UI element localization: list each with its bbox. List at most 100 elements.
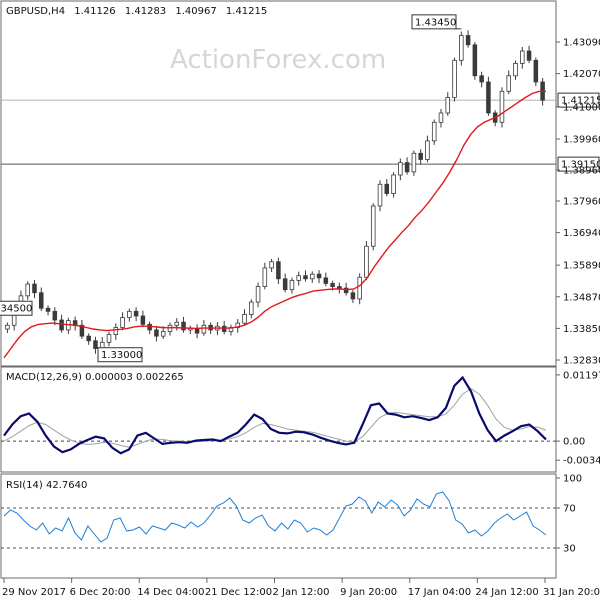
candle-body	[303, 275, 308, 280]
time-tick-label: 2 Jan 12:00	[273, 587, 330, 598]
macd-axis-ticks: 0.011977 0.00 -0.003453	[556, 370, 600, 467]
rsi-label: RSI(14) 42.7640	[6, 480, 87, 491]
candle-body	[276, 261, 281, 280]
time-tick-label: 31 Jan 20:00	[543, 587, 600, 598]
candle-body	[38, 292, 44, 309]
candle-body	[486, 81, 491, 114]
candle-body	[127, 310, 132, 318]
candle-body	[282, 278, 288, 291]
candle-body	[384, 183, 390, 194]
price-level-box	[557, 92, 600, 108]
price-tick-label: 1.34870	[563, 292, 600, 303]
candle-body	[289, 279, 295, 291]
candle-body	[140, 315, 146, 325]
macd-tick-label: -0.003453	[563, 456, 600, 467]
macd-label: MACD(12,26,9) 0.000003 0.002265	[6, 372, 184, 383]
candle-body	[445, 97, 451, 114]
price-header: GBPUSD,H4 1.41126 1.41283 1.40967 1.4121…	[6, 6, 267, 17]
time-tick-label: 24 Jan 12:00	[475, 587, 538, 598]
candle-body	[45, 307, 51, 312]
candle-body	[255, 286, 261, 303]
candle-body	[499, 90, 505, 123]
price-axis-ticks: 1.43090 1.42070 1.41000 1.39960 1.38960 1.379…	[556, 38, 600, 367]
rsi-line	[3, 491, 547, 543]
annotation-box	[411, 14, 457, 30]
rsi-tick-label: 30	[563, 544, 576, 555]
candle-body	[25, 283, 30, 297]
macd-tick-label: 0.011977	[563, 370, 600, 381]
candle-body	[398, 162, 403, 176]
candle-body	[5, 324, 10, 330]
candle-body	[59, 319, 64, 331]
price-panel-frame	[0, 0, 557, 367]
candle-body	[242, 314, 247, 324]
candle-body	[52, 310, 58, 321]
annotation-label: 1.34500	[0, 304, 32, 315]
candle-body	[343, 287, 349, 294]
price-tick-label: 1.35890	[563, 261, 600, 272]
candle-body	[411, 152, 417, 173]
candle-body	[418, 152, 423, 160]
candle-body	[154, 329, 159, 337]
annotation-label: 1.43450	[415, 17, 456, 28]
price-tick-label: 1.37960	[563, 197, 600, 208]
macd-tick-label: 0.00	[563, 437, 585, 448]
header-symbol: GBPUSD,H4	[6, 6, 65, 17]
candle-body	[133, 310, 139, 317]
header-close: 1.41215	[226, 6, 267, 17]
rsi-panel-frame	[0, 473, 557, 579]
candle-body	[309, 273, 315, 280]
candle-body	[391, 174, 396, 194]
time-tick-label: 14 Dec 04:00	[137, 587, 204, 598]
candle-body	[32, 283, 37, 294]
annotation-box	[97, 347, 143, 363]
price-tick-label: 1.39960	[563, 135, 600, 146]
candle-body	[459, 35, 464, 61]
candle-body	[330, 283, 335, 287]
candle-body	[404, 162, 410, 173]
candle-body	[201, 324, 207, 334]
candle-body	[350, 292, 356, 300]
time-tick-label: 29 Nov 2017	[2, 587, 66, 598]
candle-body	[513, 62, 518, 77]
macd-line	[3, 375, 547, 455]
candle-body	[370, 205, 376, 247]
moving-average-line	[3, 90, 546, 359]
candle-body	[113, 327, 119, 335]
price-levels: 1.41215 1.39150	[1, 92, 600, 172]
header-open: 1.41126	[74, 6, 115, 17]
candle-body	[520, 50, 525, 64]
rsi-tick-label: 100	[563, 474, 582, 485]
candle-body	[438, 112, 444, 123]
annotation-label: 1.33000	[101, 350, 142, 361]
candle-body	[506, 75, 512, 92]
candle-body	[174, 321, 180, 326]
candle-body	[472, 44, 478, 77]
candle-body	[425, 140, 430, 160]
header-low: 1.40967	[175, 6, 216, 17]
annotation-box	[0, 300, 33, 316]
time-tick-label: 21 Dec 12:00	[205, 587, 272, 598]
rsi-tick-label: 70	[563, 504, 576, 515]
candle-body	[452, 59, 457, 98]
candle-body	[431, 121, 437, 142]
price-candles	[5, 30, 545, 354]
candle-body	[262, 267, 268, 287]
price-tick-label: 1.38960	[563, 166, 600, 177]
candle-body	[106, 334, 112, 343]
candle-body	[465, 35, 471, 46]
candle-body	[316, 273, 322, 279]
candle-body	[181, 321, 186, 331]
candle-body	[357, 276, 362, 300]
candle-body	[86, 335, 91, 342]
rsi-axis-ticks: 100 70 30	[556, 474, 582, 555]
candle-body	[93, 340, 98, 349]
candle-body	[377, 183, 383, 207]
candle-body	[79, 324, 85, 337]
macd-signal-line	[3, 388, 547, 448]
price-tick-label: 1.43090	[563, 38, 600, 49]
watermark: ActionForex.com	[170, 45, 386, 75]
candle-body	[323, 277, 329, 284]
candle-body	[269, 261, 274, 269]
candle-body	[533, 59, 539, 83]
